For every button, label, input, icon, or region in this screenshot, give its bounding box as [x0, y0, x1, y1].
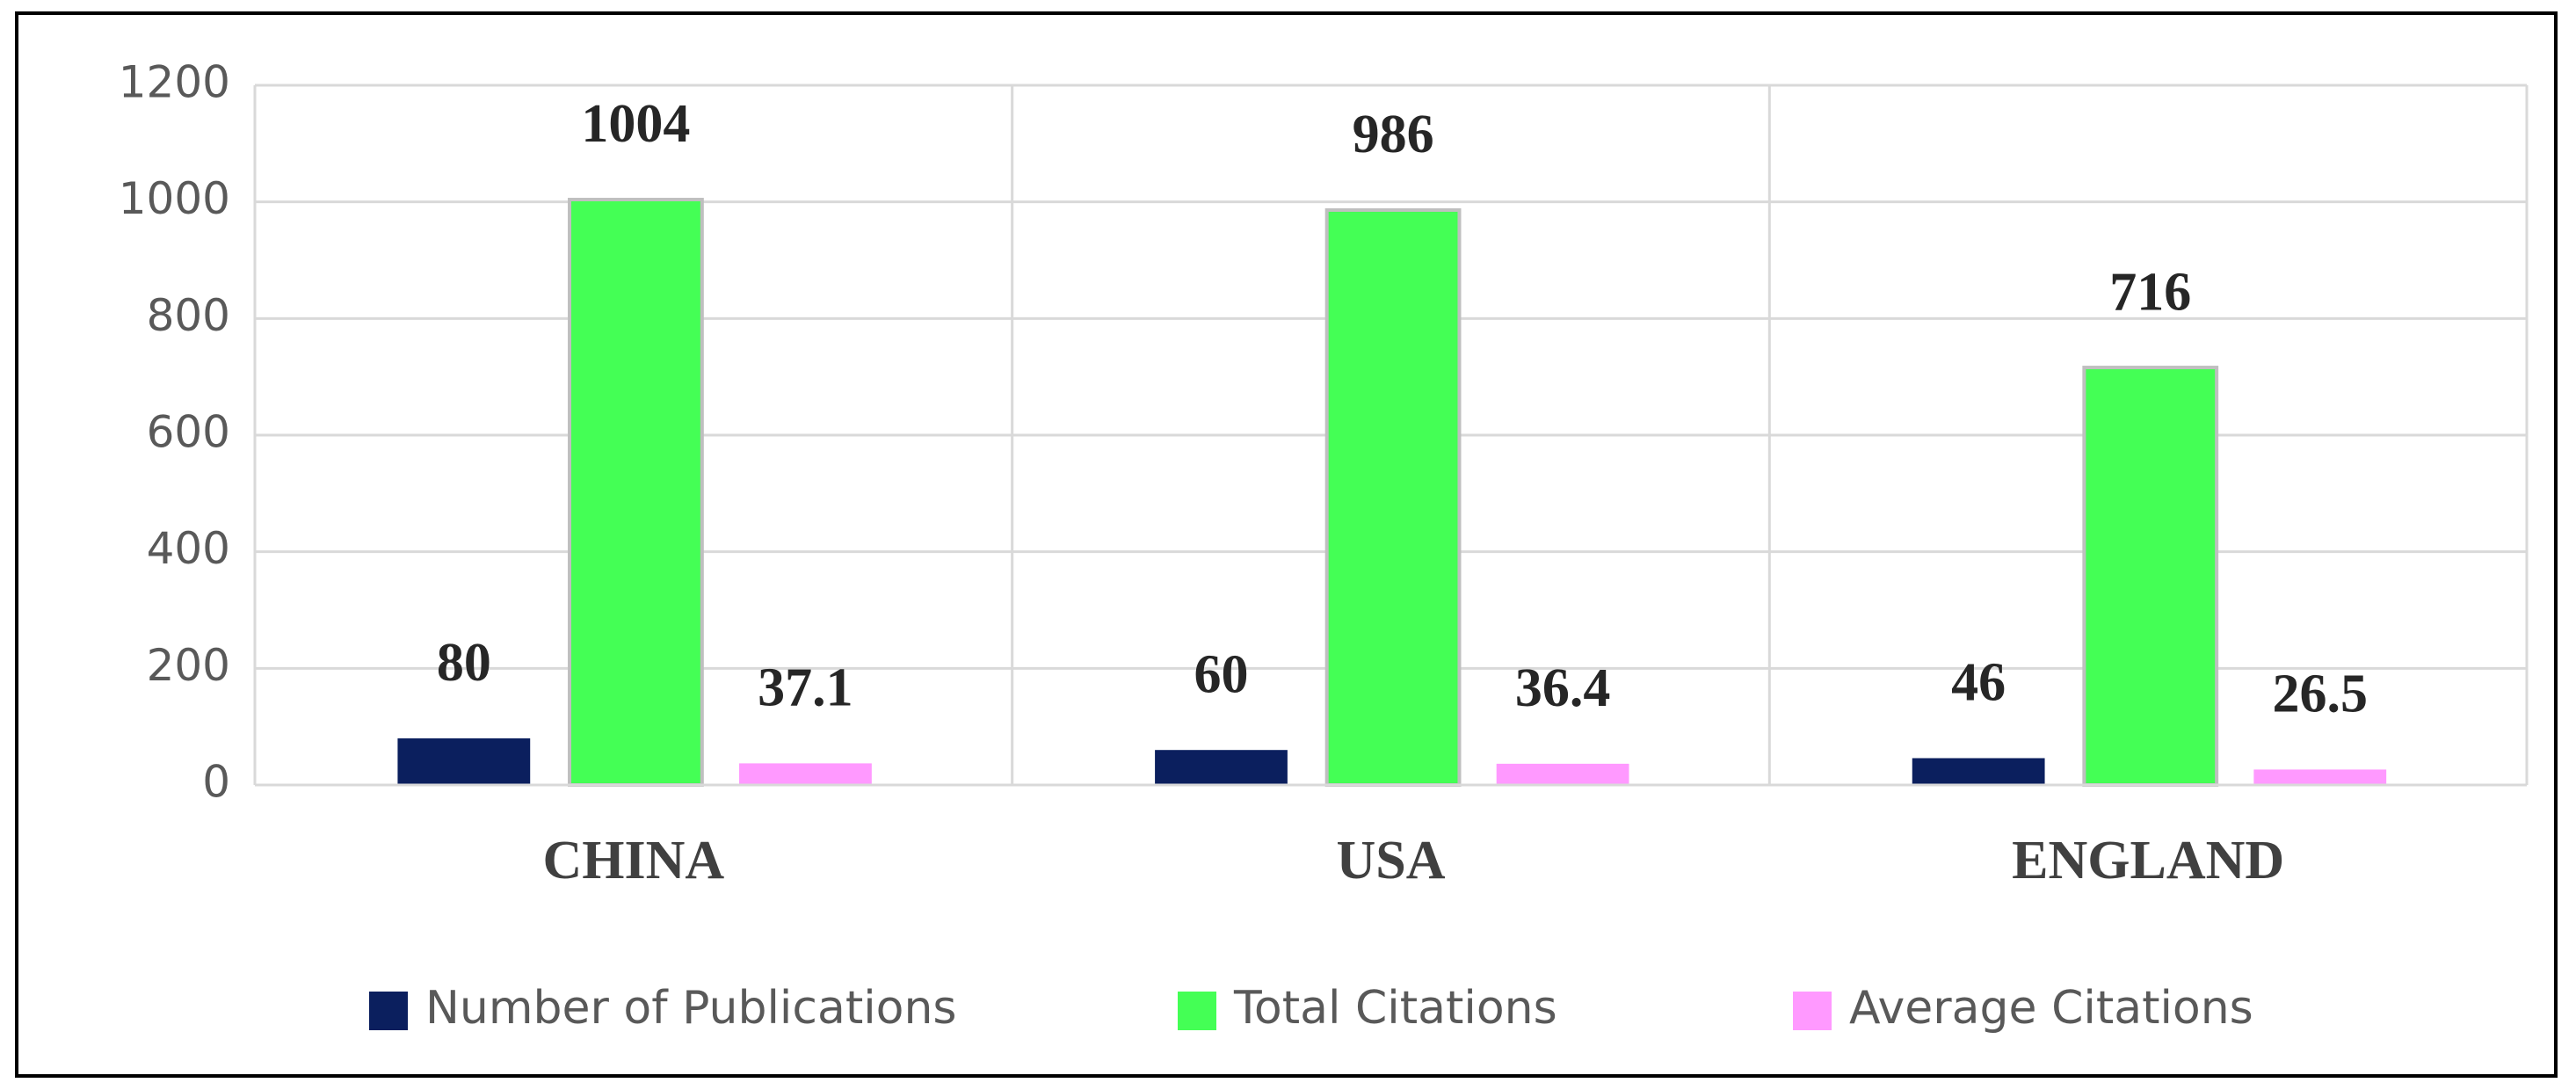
bar	[739, 763, 872, 785]
value-label: 26.5	[2273, 665, 2369, 724]
y-tick-label: 600	[147, 407, 230, 458]
value-label: 80	[437, 633, 491, 693]
y-tick-label: 1000	[119, 173, 230, 224]
value-label: 1004	[581, 94, 690, 154]
legend-label: Average Citations	[1849, 982, 2253, 1035]
value-label: 36.4	[1515, 658, 1611, 718]
x-tick-label: CHINA	[542, 831, 724, 890]
bar	[2082, 366, 2219, 787]
y-tick-label: 0	[202, 757, 230, 808]
legend-label: Number of Publications	[425, 982, 957, 1035]
legend-swatch	[1178, 992, 1216, 1030]
x-tick-label: USA	[1336, 831, 1445, 890]
value-label: 986	[1353, 105, 1434, 164]
value-label: 716	[2109, 262, 2191, 322]
bar	[568, 198, 704, 788]
legend-swatch	[369, 992, 408, 1030]
legend-label: Total Citations	[1233, 982, 1557, 1035]
bar	[1155, 750, 1288, 785]
legend-swatch	[1793, 992, 1832, 1030]
bar	[397, 738, 531, 785]
bar	[1324, 207, 1462, 788]
y-tick-label: 800	[147, 290, 230, 341]
x-tick-label: ENGLAND	[2012, 831, 2284, 890]
bar	[1496, 763, 1629, 785]
value-label: 46	[1951, 653, 2006, 713]
y-tick-label: 400	[147, 523, 230, 574]
value-label: 37.1	[758, 658, 853, 718]
y-tick-label: 1200	[119, 57, 230, 108]
y-tick-label: 200	[147, 640, 230, 691]
value-label: 60	[1194, 644, 1248, 704]
bar	[1912, 758, 2045, 785]
bar	[2253, 769, 2387, 785]
